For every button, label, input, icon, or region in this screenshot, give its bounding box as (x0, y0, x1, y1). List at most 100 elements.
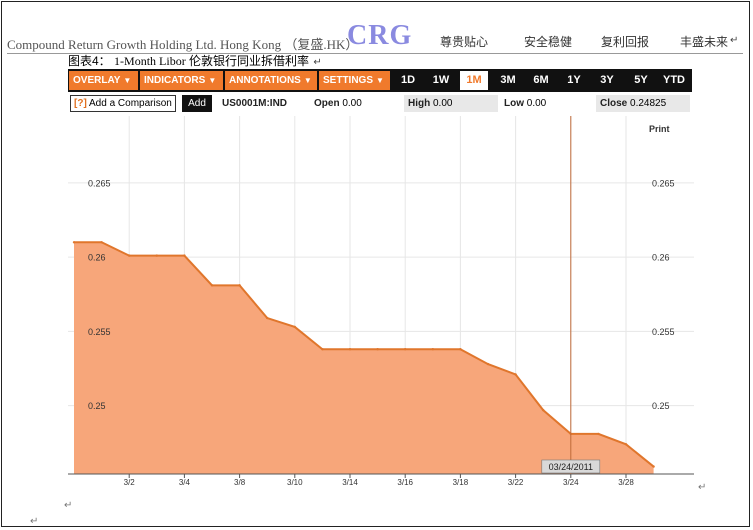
help-icon[interactable]: [?] (74, 98, 87, 109)
high-value: 0.00 (433, 98, 453, 109)
crosshair-date-box (541, 459, 601, 474)
range-ytd[interactable]: YTD (663, 74, 685, 86)
x-tick-label: 3/28 (618, 478, 634, 487)
range-3m[interactable]: 3M (500, 74, 516, 86)
x-tick-label: 3/10 (287, 478, 303, 487)
paragraph-mark-icon: ↵ (730, 35, 739, 46)
page-header: Compound Return Growth Holding Ltd. Hong… (0, 20, 753, 58)
y-tick-label-left: 0.255 (88, 327, 111, 337)
x-tick-label: 3/14 (342, 478, 358, 487)
nav-item-3[interactable]: 复利回报 (601, 35, 650, 49)
range-1d[interactable]: 1D (400, 74, 416, 86)
y-tick-label-left: 0.26 (88, 253, 106, 263)
caret-down-icon: ▼ (208, 76, 217, 85)
chart-container: 0.25 0.25 0.255 0.255 0.26 0.26 0.265 0.265 3/2 3… (68, 116, 694, 499)
open-label: Open (314, 98, 340, 109)
company-name: Compound Return Growth Holding Ltd. Hong… (7, 37, 359, 52)
quote-infobar: [?] Add a Comparison Add US0001M:IND Ope… (68, 94, 692, 113)
add-button[interactable]: Add (182, 95, 212, 112)
range-1m[interactable]: 1M (460, 71, 488, 90)
data-point (210, 284, 214, 287)
figure-title: 图表4： 1-Month Libor 伦敦银行同业拆借利率 ↵ (68, 52, 322, 69)
data-point (459, 348, 462, 351)
paragraph-mark-icon: ↵ (313, 57, 322, 68)
high-label: High (408, 98, 431, 109)
data-point (72, 241, 76, 244)
data-point (321, 348, 324, 351)
nav-item-2[interactable]: 安全稳健 (524, 35, 573, 49)
series-area (74, 242, 654, 474)
data-point (404, 348, 407, 351)
y-tick-label-right: 0.265 (652, 178, 675, 188)
annotations-menu[interactable]: ANNOTATIONS ▼ (225, 71, 317, 90)
crosshair-date-label: 03/24/2011 (549, 462, 593, 472)
data-point (238, 284, 241, 287)
high-field: High 0.00 (404, 95, 498, 112)
y-tick-label-left: 0.25 (88, 401, 106, 411)
data-point (486, 362, 490, 366)
y-tick-label-right: 0.255 (652, 327, 675, 337)
caret-down-icon: ▼ (376, 76, 384, 85)
range-6m[interactable]: 6M (533, 74, 549, 86)
data-point (542, 408, 545, 412)
data-point (100, 241, 103, 244)
data-point (128, 254, 131, 257)
y-tick-label-left: 0.265 (88, 178, 111, 188)
x-tick-label: 3/2 (124, 478, 136, 487)
paragraph-mark-icon: ↵ (64, 500, 73, 511)
libor-area-chart[interactable]: 0.25 0.25 0.255 0.255 0.26 0.26 0.265 0.265 3/2 3… (68, 116, 694, 494)
data-point (597, 432, 600, 436)
print-link[interactable]: Print (649, 124, 670, 134)
data-point (293, 325, 296, 329)
crg-logo: CRG (347, 20, 413, 51)
series-line (74, 241, 655, 468)
overlay-menu[interactable]: OVERLAY ▼ (69, 71, 138, 90)
data-point (624, 443, 628, 446)
paragraph-mark-icon: ↵ (30, 516, 39, 527)
chart-toolbar: OVERLAY ▼ INDICATORS ▼ ANNOTATIONS ▼ SETTIN… (68, 69, 692, 92)
low-label: Low (504, 98, 524, 109)
data-point (652, 465, 655, 468)
nav-item-4[interactable]: 丰盛未来 (680, 35, 729, 49)
close-field: Close 0.24825 (596, 95, 690, 112)
range-3y[interactable]: 3Y (600, 74, 614, 86)
y-tick-label-right: 0.25 (652, 401, 670, 411)
x-tick-label: 3/18 (453, 478, 469, 487)
paragraph-mark-icon: ↵ (698, 482, 707, 493)
compare-label: Add a Comparison (89, 98, 172, 109)
figure-title-en: 1-Month Libor (114, 54, 186, 68)
ticker-symbol: US0001M:IND (218, 95, 306, 112)
close-value: 0.24825 (630, 98, 667, 109)
nav-item-1[interactable]: 尊贵贴心 (440, 35, 489, 49)
settings-menu[interactable]: SETTINGS ▼ (319, 71, 390, 90)
caret-down-icon: ▼ (303, 76, 312, 85)
data-point (155, 254, 158, 257)
header-divider (7, 53, 743, 54)
caret-down-icon: ▼ (123, 76, 132, 85)
data-point (348, 348, 352, 351)
low-field: Low 0.00 (500, 95, 594, 112)
close-label: Close (600, 98, 628, 109)
x-tick-label: 3/8 (234, 478, 246, 487)
data-point (266, 316, 269, 320)
figure-title-cn: 伦敦银行同业拆借利率 (189, 54, 310, 68)
indicators-menu[interactable]: INDICATORS ▼ (140, 71, 223, 90)
data-point (514, 373, 517, 376)
open-field: Open 0.00 (310, 95, 400, 112)
range-1y[interactable]: 1Y (567, 74, 581, 86)
x-tick-label: 3/4 (179, 478, 191, 487)
range-1w[interactable]: 1W (432, 74, 450, 86)
data-point (183, 254, 186, 257)
range-5y[interactable]: 5Y (634, 74, 648, 86)
low-value: 0.00 (526, 98, 547, 109)
data-point (376, 348, 379, 351)
add-comparison-input[interactable]: [?] Add a Comparison (70, 95, 176, 112)
y-tick-label-right: 0.26 (652, 253, 670, 263)
x-tick-label: 3/24 (563, 478, 579, 487)
x-tick-label: 3/16 (397, 478, 413, 487)
data-point (431, 348, 434, 351)
x-tick-label: 3/22 (508, 478, 524, 487)
figure-label: 图表4： (68, 54, 111, 68)
open-value: 0.00 (342, 98, 362, 109)
